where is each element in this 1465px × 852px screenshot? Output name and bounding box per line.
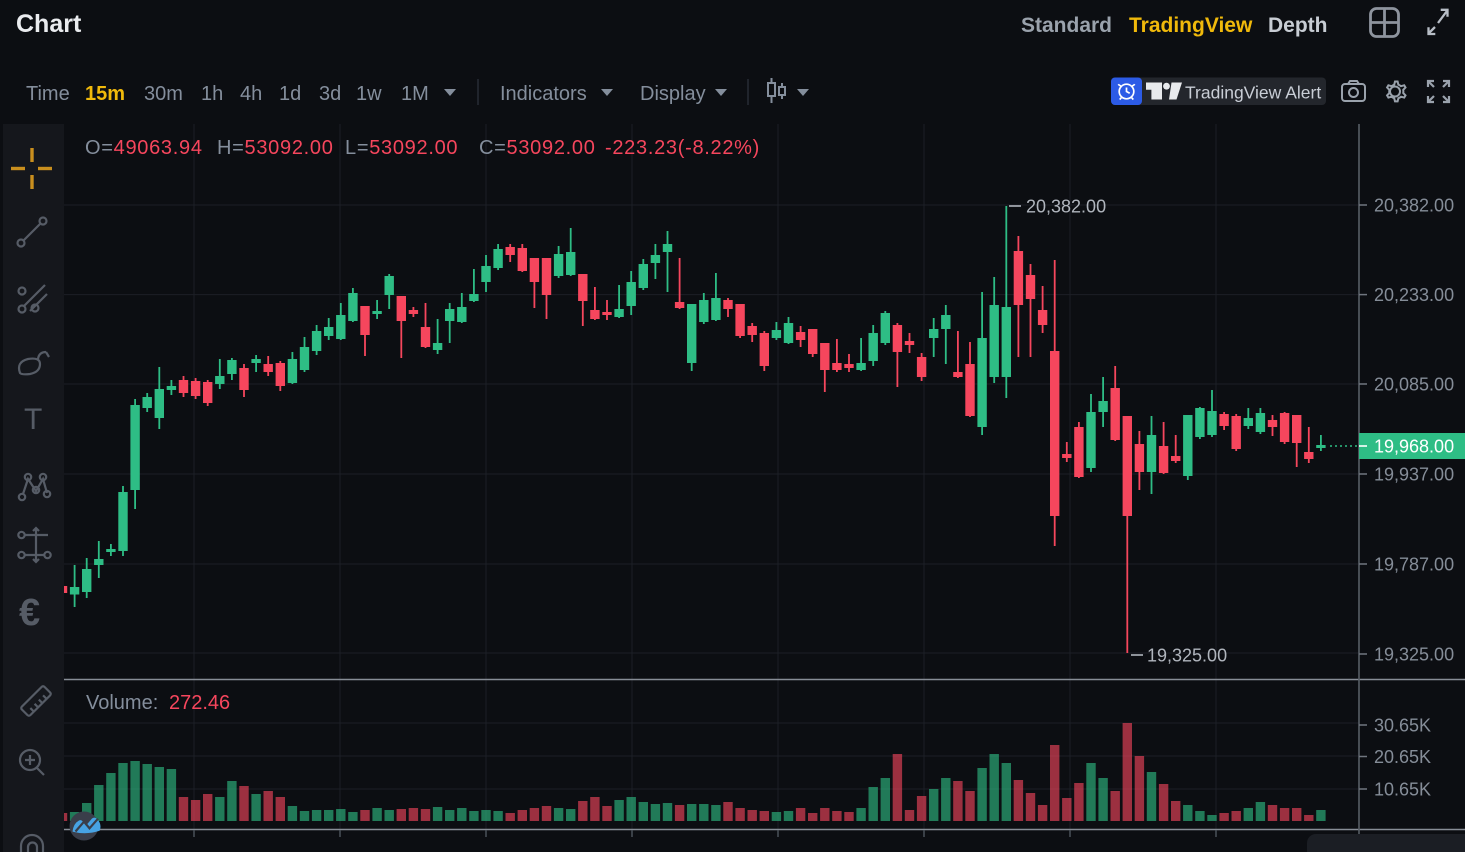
svg-text:20.65K: 20.65K: [1374, 747, 1431, 767]
svg-text:20,085.00: 20,085.00: [1374, 375, 1454, 395]
svg-text:1M: 1M: [401, 83, 429, 105]
svg-text:Depth: Depth: [1268, 14, 1328, 37]
svg-text:Indicators: Indicators: [500, 83, 587, 105]
svg-text:30.65K: 30.65K: [1374, 716, 1431, 736]
svg-text:30m: 30m: [144, 83, 183, 105]
svg-text:19,325.00: 19,325.00: [1147, 646, 1227, 666]
svg-text:20,382.00: 20,382.00: [1026, 197, 1106, 217]
svg-text:19,787.00: 19,787.00: [1374, 555, 1454, 575]
svg-text:20,382.00: 20,382.00: [1374, 196, 1454, 216]
svg-text:10.65K: 10.65K: [1374, 780, 1431, 800]
svg-text:20,233.00: 20,233.00: [1374, 285, 1454, 305]
svg-text:19,937.00: 19,937.00: [1374, 465, 1454, 485]
svg-text:Chart: Chart: [16, 10, 82, 38]
svg-text:Display: Display: [640, 83, 706, 105]
svg-text:4h: 4h: [240, 83, 262, 105]
svg-text:TradingView: TradingView: [1129, 14, 1253, 37]
svg-text:1d: 1d: [279, 83, 301, 105]
svg-text:15m: 15m: [85, 83, 125, 105]
svg-text:1w: 1w: [356, 83, 382, 105]
svg-text:Time: Time: [26, 83, 70, 105]
svg-text:Standard: Standard: [1021, 14, 1112, 37]
svg-text:1h: 1h: [201, 83, 223, 105]
svg-text:19,968.00: 19,968.00: [1374, 437, 1454, 457]
svg-text:TradingView Alert: TradingView Alert: [1185, 83, 1321, 103]
svg-text:3d: 3d: [319, 83, 341, 105]
svg-text:19,325.00: 19,325.00: [1374, 645, 1454, 665]
svg-text:T: T: [24, 403, 42, 436]
svg-text:O=49063.94H=53092.00L=53092.00: O=49063.94 H=53092.00 L=53092.00 C=53092.00…: [85, 137, 760, 159]
svg-text:Volume:272.46: Volume: 272.46: [86, 692, 230, 714]
svg-text:€: €: [19, 592, 40, 634]
